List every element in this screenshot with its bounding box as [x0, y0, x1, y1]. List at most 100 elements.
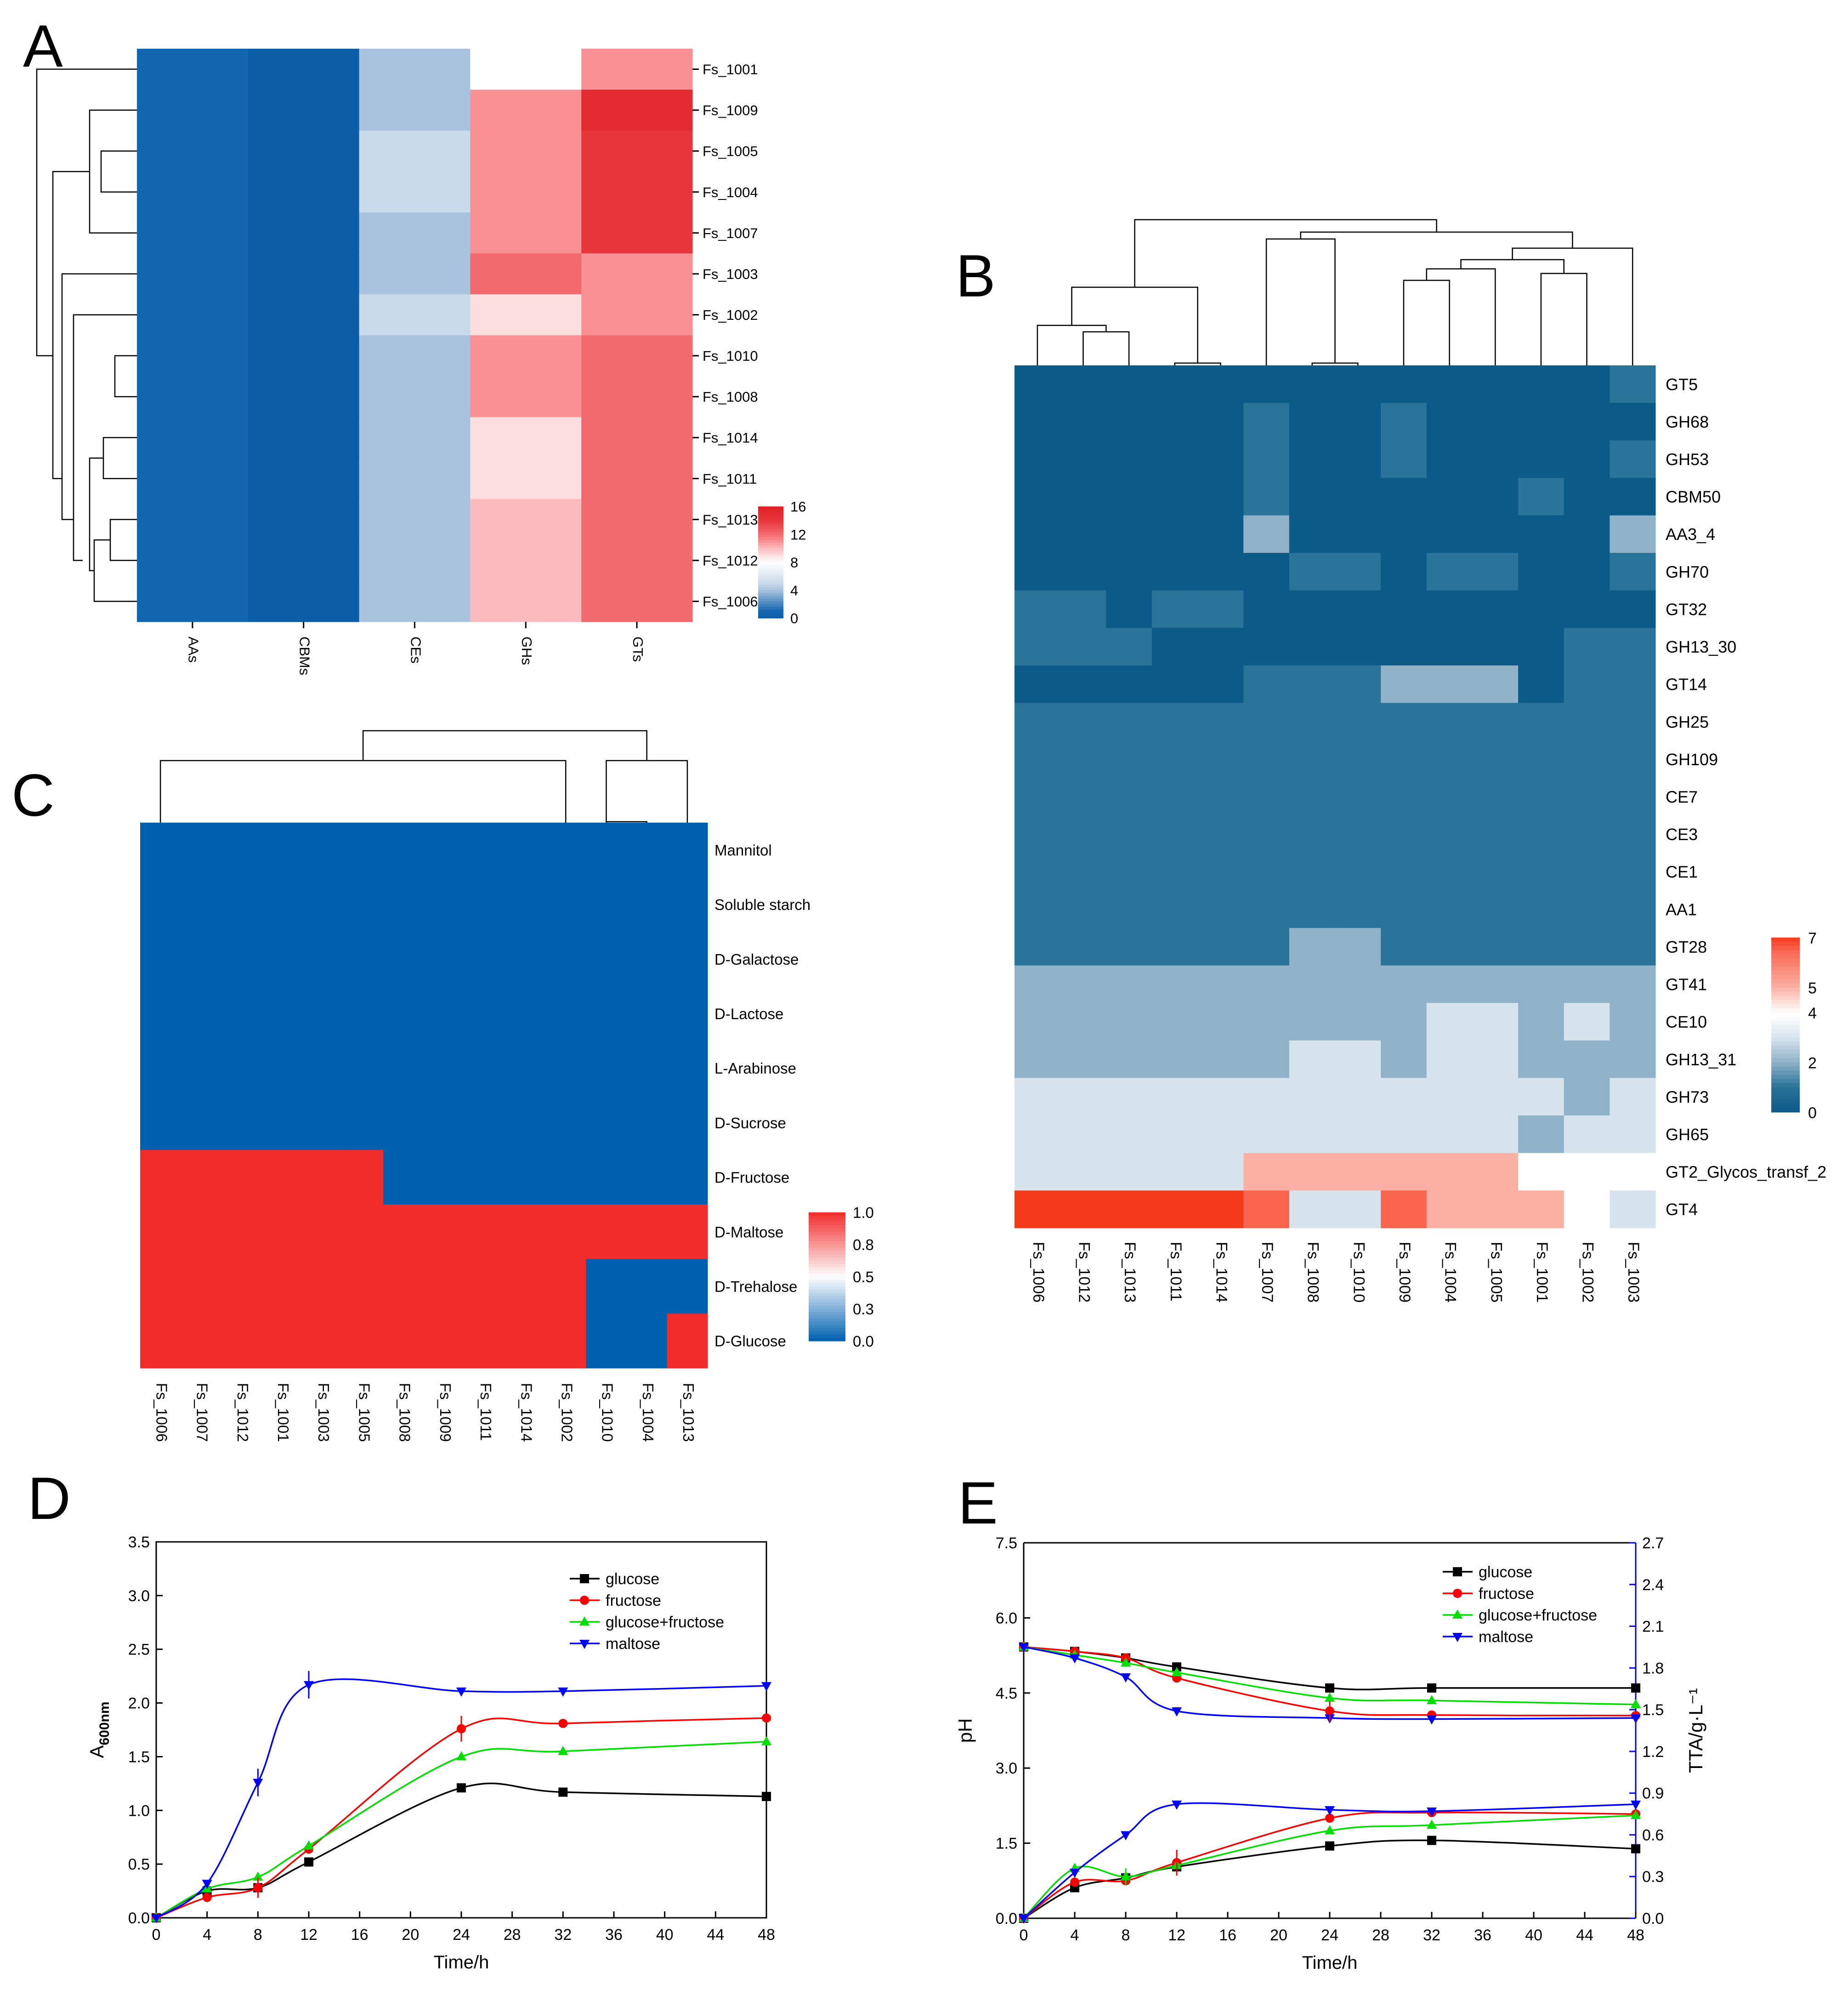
column-label: Fs_1005	[1487, 1242, 1505, 1302]
row-label: GT32	[1666, 600, 1707, 619]
heatmap-cell	[1197, 965, 1244, 1003]
y-right-tick-label: 2.7	[1642, 1535, 1664, 1552]
heatmap-cell	[248, 499, 360, 540]
heatmap-cell	[359, 499, 471, 540]
heatmap-cell	[1518, 515, 1565, 553]
heatmap-cell	[586, 877, 627, 932]
dendrogram-branch	[93, 539, 137, 602]
heatmap-cell	[1060, 628, 1106, 666]
heatmap-cell	[343, 1313, 384, 1369]
colorbar-segment	[809, 1299, 845, 1303]
heatmap-cell	[586, 1313, 627, 1369]
heatmap-cell	[359, 90, 471, 131]
dendrogram-branch	[1403, 279, 1450, 365]
heatmap-cell	[1518, 928, 1565, 966]
heatmap-cell	[181, 1259, 221, 1314]
heatmap-cell	[470, 417, 582, 459]
row-label: Soluble starch	[714, 896, 811, 913]
heatmap-cell	[1472, 1003, 1519, 1041]
row-label: GT2_Glycos_transf_2	[1666, 1163, 1826, 1182]
colorbar-segment	[809, 1228, 845, 1232]
heatmap-cell	[1335, 590, 1381, 628]
heatmap-cell	[1472, 365, 1519, 404]
colorbar-segment	[809, 1212, 845, 1216]
row-label: GT14	[1666, 675, 1707, 694]
colorbar-segment	[1771, 1091, 1800, 1096]
colorbar-segment	[1771, 1004, 1800, 1009]
heatmap-cell	[1151, 515, 1198, 553]
colorbar-segment	[1771, 1070, 1800, 1075]
heatmap-cell	[1518, 1190, 1565, 1228]
heatmap-cell	[383, 1150, 424, 1205]
heatmap-cell	[137, 171, 249, 213]
colorbar-segment	[809, 1251, 845, 1255]
colorbar-tick-label: 0	[1808, 1104, 1817, 1122]
y-axis-label: A600nm	[86, 1701, 112, 1758]
heatmap-cell	[1151, 553, 1198, 591]
heatmap-cell	[1243, 365, 1290, 404]
y-right-tick-label: 1.2	[1642, 1743, 1664, 1761]
heatmap-cell	[1197, 553, 1244, 591]
heatmap-cell	[1564, 515, 1610, 553]
heatmap-cell	[1015, 778, 1061, 816]
colorbar-segment	[1771, 1008, 1800, 1013]
heatmap-cell	[1197, 1003, 1244, 1041]
colorbar-segment	[809, 1270, 845, 1274]
colorbar-segment	[1771, 991, 1800, 996]
colorbar-segment	[809, 1257, 845, 1261]
heatmap-cell	[1106, 478, 1152, 516]
column-label: Fs_1013	[1121, 1242, 1139, 1302]
row-label: Fs_1007	[703, 225, 758, 241]
x-tick-label: 32	[554, 1926, 572, 1944]
row-label: CE3	[1666, 825, 1698, 844]
heatmap-cell	[581, 294, 693, 335]
colorbar-segment	[758, 570, 783, 574]
heatmap-cell	[1015, 403, 1061, 441]
heatmap-cell	[1564, 1040, 1610, 1079]
heatmap-cell	[1610, 815, 1656, 853]
heatmap-cell	[221, 986, 262, 1041]
colorbar-segment	[809, 1302, 845, 1306]
heatmap-cell	[181, 932, 221, 987]
heatmap-cell	[181, 1204, 221, 1260]
row-label: GT41	[1666, 975, 1707, 994]
heatmap-cell	[1197, 890, 1244, 928]
colorbar-segment	[1771, 950, 1800, 955]
heatmap-cell	[343, 1259, 384, 1314]
heatmap-cell	[1381, 740, 1427, 779]
heatmap-cell	[1015, 1040, 1061, 1079]
heatmap-cell	[1610, 590, 1656, 628]
heatmap-cell	[1381, 440, 1427, 478]
heatmap-cell	[1197, 1040, 1244, 1079]
heatmap-cell	[1610, 665, 1656, 703]
row-label: D-Maltose	[714, 1223, 783, 1240]
heatmap-cell	[505, 932, 546, 987]
column-label: Fs_1003	[1625, 1242, 1642, 1302]
heatmap-cell	[1610, 440, 1656, 478]
y-right-tick-label: 0.3	[1642, 1868, 1664, 1886]
heatmap-cell	[1426, 703, 1473, 741]
row-label: GH13_31	[1666, 1050, 1736, 1069]
heatmap-cell	[1289, 515, 1335, 553]
dendrogram-branch	[1174, 362, 1221, 365]
row-label: GH25	[1666, 712, 1709, 731]
heatmap-cell	[1243, 853, 1290, 891]
heatmap-cell	[424, 1040, 465, 1096]
heatmap-cell	[545, 986, 586, 1041]
heatmap-cell	[1610, 890, 1656, 928]
heatmap-cell	[1472, 1040, 1519, 1079]
row-label: D-Glucose	[714, 1333, 786, 1350]
heatmap-cell	[359, 294, 471, 335]
heatmap-cell	[545, 1313, 586, 1369]
column-label: Fs_1012	[1075, 1242, 1093, 1302]
data-point	[1070, 1877, 1079, 1887]
heatmap-cell	[626, 1204, 668, 1260]
heatmap-cell	[545, 1095, 586, 1150]
heatmap-cell	[545, 823, 586, 878]
colorbar-segment	[758, 596, 783, 599]
heatmap-cell	[1518, 1115, 1565, 1154]
heatmap-cell	[1426, 665, 1473, 703]
y-right-tick-label: 1.5	[1642, 1701, 1664, 1719]
colorbar-segment	[809, 1267, 845, 1271]
column-label: Fs_1005	[356, 1383, 373, 1442]
